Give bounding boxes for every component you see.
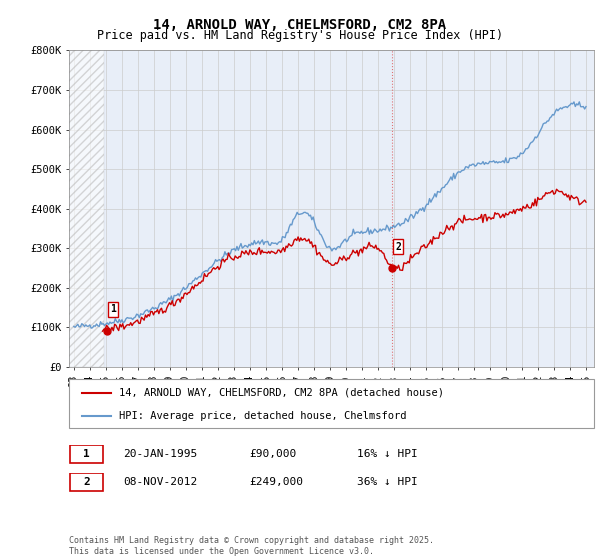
Text: 16% ↓ HPI: 16% ↓ HPI: [357, 449, 418, 459]
FancyBboxPatch shape: [70, 473, 103, 491]
Text: Contains HM Land Registry data © Crown copyright and database right 2025.
This d: Contains HM Land Registry data © Crown c…: [69, 536, 434, 556]
Text: 14, ARNOLD WAY, CHELMSFORD, CM2 8PA (detached house): 14, ARNOLD WAY, CHELMSFORD, CM2 8PA (det…: [119, 388, 444, 398]
Text: £249,000: £249,000: [249, 477, 303, 487]
Text: 2: 2: [83, 477, 90, 487]
Text: 1: 1: [110, 305, 116, 315]
FancyBboxPatch shape: [70, 445, 103, 463]
Text: £90,000: £90,000: [249, 449, 296, 459]
Text: 2: 2: [395, 241, 401, 251]
Text: 1: 1: [83, 449, 90, 459]
Text: 14, ARNOLD WAY, CHELMSFORD, CM2 8PA: 14, ARNOLD WAY, CHELMSFORD, CM2 8PA: [154, 18, 446, 32]
Text: Price paid vs. HM Land Registry's House Price Index (HPI): Price paid vs. HM Land Registry's House …: [97, 29, 503, 42]
Text: HPI: Average price, detached house, Chelmsford: HPI: Average price, detached house, Chel…: [119, 411, 406, 421]
Text: 08-NOV-2012: 08-NOV-2012: [123, 477, 197, 487]
Text: 20-JAN-1995: 20-JAN-1995: [123, 449, 197, 459]
Text: 36% ↓ HPI: 36% ↓ HPI: [357, 477, 418, 487]
